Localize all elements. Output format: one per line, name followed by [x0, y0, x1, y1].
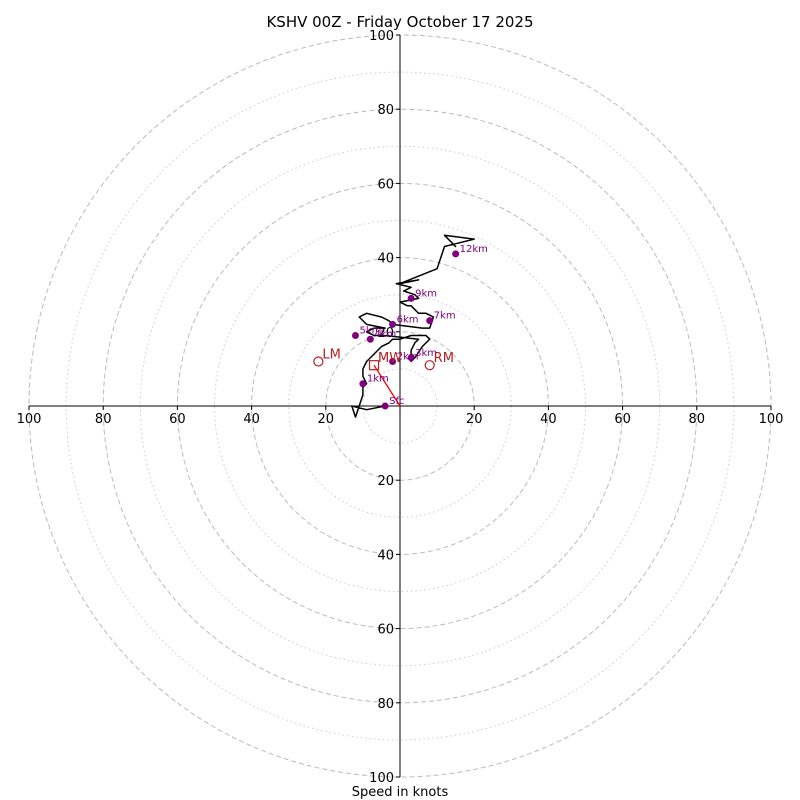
- x-tick-label: 40: [540, 412, 557, 427]
- y-tick-label: 40: [377, 252, 394, 267]
- height-marker-label: 7km: [434, 311, 456, 322]
- height-marker-dot: [381, 402, 389, 410]
- x-tick-label: 60: [614, 412, 631, 427]
- height-marker-dot: [407, 354, 415, 362]
- height-marker-label: 4km: [374, 329, 396, 340]
- storm-motion-vector: [373, 364, 401, 407]
- height-marker-label: 2km: [397, 351, 419, 362]
- x-tick-label: 80: [689, 412, 706, 427]
- x-tick-label: 80: [95, 412, 112, 427]
- height-marker-dot: [389, 357, 397, 365]
- height-marker-dot: [351, 332, 359, 340]
- x-axis-label: Speed in knots: [352, 785, 449, 800]
- chart-title: KSHV 00Z - Friday October 17 2025: [266, 13, 533, 31]
- height-marker-label: Sfc: [389, 396, 404, 407]
- y-tick-label: 80: [377, 103, 394, 118]
- storm-motion-label: RM: [434, 351, 454, 366]
- height-marker-dot: [407, 294, 415, 302]
- storm-motion-marker: [424, 360, 435, 371]
- height-marker-label: 9km: [415, 288, 437, 299]
- height-marker-label: 12km: [460, 244, 488, 255]
- mean-wind-marker: [368, 360, 380, 371]
- x-tick-label: 60: [169, 412, 186, 427]
- height-marker-dot: [366, 335, 374, 343]
- y-tick-label: 80: [377, 697, 394, 712]
- y-tick-label: 60: [377, 177, 394, 192]
- y-tick-label: 60: [377, 623, 394, 638]
- y-tick-label: 100: [369, 771, 394, 786]
- height-marker-label: 5km: [359, 326, 381, 337]
- height-marker-dot: [359, 380, 367, 388]
- storm-motions: LM MW RM: [313, 347, 454, 371]
- x-tick-label: 40: [243, 412, 260, 427]
- storm-motion-marker: [313, 356, 324, 367]
- x-tick-label: 100: [17, 412, 42, 427]
- hodograph-trace: [351, 234, 475, 418]
- y-tick-label: 100: [369, 29, 394, 44]
- height-marker-dot: [452, 250, 460, 258]
- height-marker-dot: [426, 317, 434, 325]
- height-marker-label: 3km: [415, 348, 437, 359]
- x-tick-label: 100: [759, 412, 784, 427]
- tick-labels: 100 80 60 40 20 20 40 60 80 100 100 80 60 40 20 20 40 60 8…: [17, 29, 784, 786]
- storm-motion-label: MW: [378, 351, 402, 366]
- hodograph-line: [351, 234, 475, 418]
- storm-motion-label: LM: [322, 347, 340, 362]
- x-tick-label: 20: [466, 412, 483, 427]
- height-marker-label: 1km: [367, 374, 389, 385]
- y-tick-label: 20: [377, 326, 394, 341]
- y-tick-label: 20: [377, 474, 394, 489]
- x-tick-label: 20: [318, 412, 335, 427]
- y-tick-label: 40: [377, 548, 394, 563]
- height-marker-label: 6km: [397, 314, 419, 325]
- height-marker-dot: [389, 320, 397, 328]
